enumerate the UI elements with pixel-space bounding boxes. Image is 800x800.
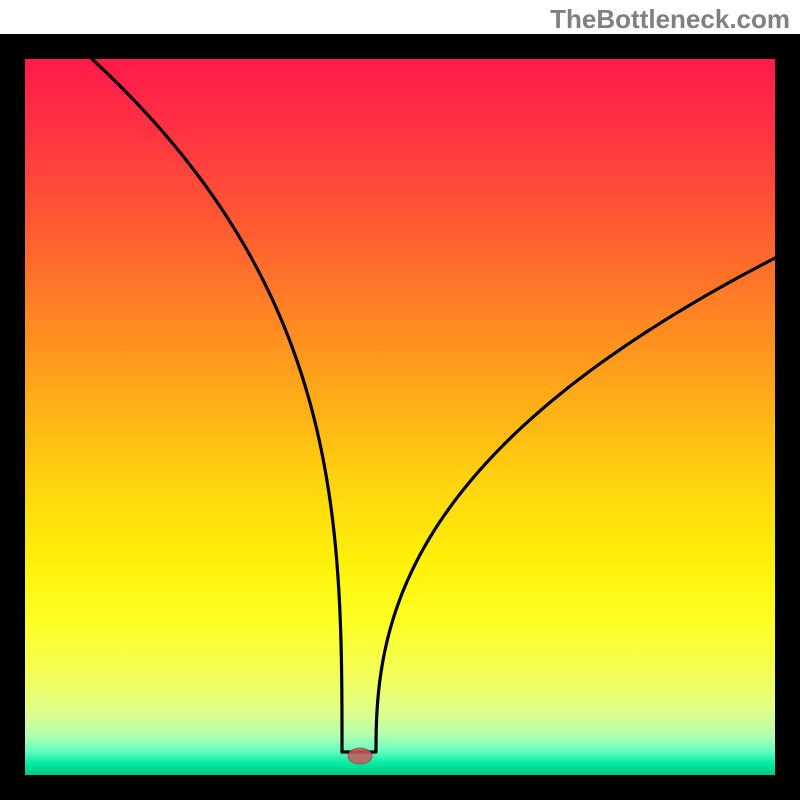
chart-container: TheBottleneck.com — [0, 0, 800, 800]
gradient-background — [25, 59, 775, 775]
minimum-marker — [348, 748, 372, 764]
chart-svg — [0, 0, 800, 800]
watermark-text: TheBottleneck.com — [550, 4, 790, 35]
